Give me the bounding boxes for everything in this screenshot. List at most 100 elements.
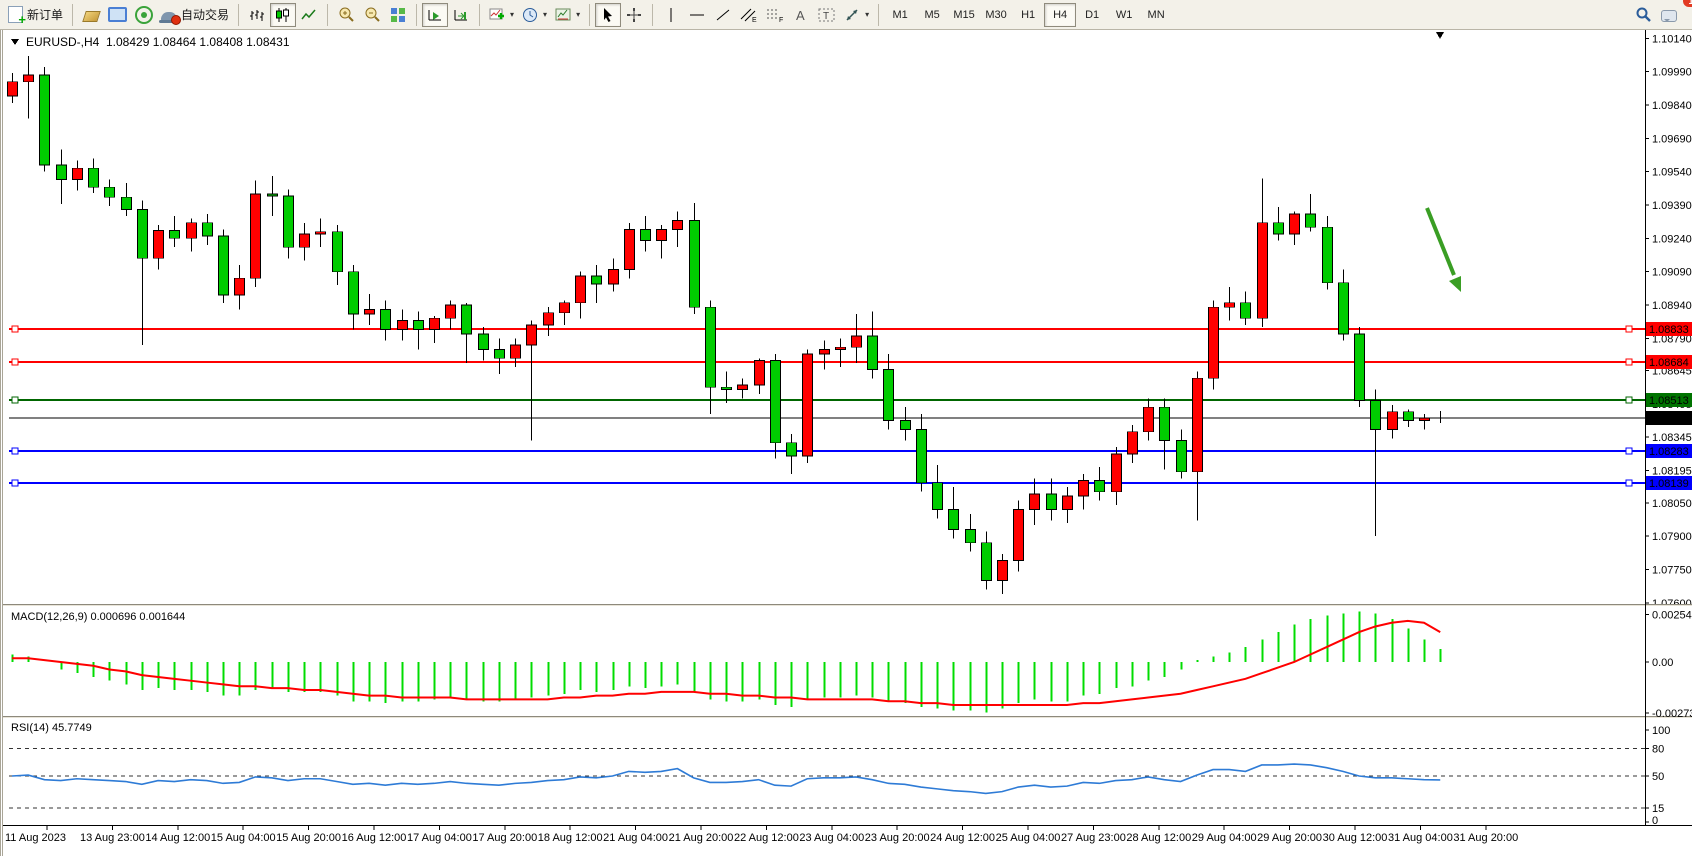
candle-body bbox=[186, 222, 197, 239]
x-axis-label: 21 Aug 04:00 bbox=[603, 832, 668, 844]
indicators-button[interactable]: ▾ bbox=[485, 3, 518, 27]
eraser-tool-button[interactable] bbox=[78, 3, 104, 27]
macd-signal-line bbox=[12, 619, 1441, 706]
timeframe-m15[interactable]: M15 bbox=[953, 8, 975, 21]
candle-body bbox=[1078, 480, 1089, 497]
x-axis-label: 11 Aug 2023 bbox=[5, 832, 66, 844]
vertical-line-tool-button[interactable] bbox=[658, 3, 684, 27]
level-line-handle bbox=[1625, 358, 1633, 366]
crosshair-tool-button[interactable] bbox=[621, 3, 647, 27]
zoom-in-button[interactable] bbox=[333, 3, 359, 27]
candle-body bbox=[819, 349, 830, 355]
level-line-handle bbox=[11, 358, 19, 366]
search-button[interactable] bbox=[1630, 3, 1656, 27]
market-watch-button[interactable] bbox=[104, 3, 131, 27]
price-label-box bbox=[1646, 321, 1692, 336]
notifications-button[interactable]: 1 bbox=[1656, 0, 1692, 27]
candlestick-mode-button[interactable] bbox=[270, 2, 297, 27]
x-axis-label: 28 Aug 12:00 bbox=[1126, 832, 1191, 844]
candle-body bbox=[1127, 431, 1138, 455]
candle-body bbox=[169, 230, 180, 239]
templates-button[interactable]: ▾ bbox=[551, 3, 584, 27]
candle-body bbox=[315, 231, 326, 235]
candle-body bbox=[640, 229, 651, 241]
symbol-dropdown-icon[interactable] bbox=[11, 39, 19, 45]
candle-body bbox=[1111, 453, 1122, 493]
candle-body bbox=[104, 186, 115, 198]
tile-windows-icon bbox=[391, 7, 406, 22]
y-axis-label: 1.09240 bbox=[1652, 233, 1692, 245]
candle-body bbox=[981, 542, 992, 581]
toolbar-separator bbox=[878, 3, 880, 26]
timeframe-w1[interactable]: W1 bbox=[1115, 8, 1133, 21]
trendline-tool-button[interactable] bbox=[710, 3, 736, 27]
toolbar-separator bbox=[238, 3, 240, 26]
dropdown-arrow-icon: ▾ bbox=[543, 10, 548, 19]
timeframe-mn[interactable]: MN bbox=[1147, 8, 1165, 21]
candle-body bbox=[1159, 406, 1170, 441]
fibonacci-tool-button[interactable]: F bbox=[762, 3, 788, 27]
timeframe-m5[interactable]: M5 bbox=[924, 8, 940, 21]
timeframe-m30[interactable]: M30 bbox=[985, 8, 1007, 21]
broadcast-icon bbox=[135, 5, 154, 24]
candle-body bbox=[786, 442, 797, 457]
candle-body bbox=[1208, 306, 1219, 379]
price-label-box bbox=[1646, 354, 1692, 369]
candle-body bbox=[1029, 493, 1040, 510]
candle-body bbox=[413, 320, 424, 330]
x-axis-label: 15 Aug 20:00 bbox=[276, 832, 341, 844]
periods-button[interactable]: ▾ bbox=[518, 3, 551, 27]
candlestick-icon bbox=[276, 7, 290, 22]
x-axis-label: 31 Aug 04:00 bbox=[1388, 832, 1453, 844]
tile-windows-button[interactable] bbox=[385, 3, 411, 27]
rsi-axis-label: 0 bbox=[1652, 815, 1658, 827]
horizontal-line-tool-button[interactable] bbox=[684, 3, 710, 27]
chart-shift-button[interactable] bbox=[448, 3, 474, 27]
rsi-axis-label: 50 bbox=[1652, 771, 1664, 783]
signal-button[interactable] bbox=[131, 3, 157, 27]
dropdown-arrow-icon: ▾ bbox=[865, 10, 870, 19]
candle-body bbox=[1062, 495, 1073, 510]
toolbar-separator bbox=[652, 3, 654, 26]
candle-body bbox=[1143, 406, 1154, 433]
timeframe-m1[interactable]: M1 bbox=[892, 8, 908, 21]
candle-body bbox=[88, 167, 99, 188]
candle-body bbox=[153, 230, 164, 259]
level-line-handle bbox=[11, 447, 19, 455]
text-label-tool-button[interactable]: T bbox=[814, 3, 840, 27]
x-axis-label: 21 Aug 20:00 bbox=[669, 832, 734, 844]
cursor-tool-button[interactable] bbox=[595, 2, 622, 27]
timeframe-h4[interactable]: H4 bbox=[1044, 2, 1077, 27]
candle-body bbox=[656, 229, 667, 241]
x-axis-label: 17 Aug 04:00 bbox=[407, 832, 472, 844]
y-axis-label: 1.09090 bbox=[1652, 267, 1692, 279]
candle-body bbox=[608, 269, 619, 285]
x-axis-label: 23 Aug 04:00 bbox=[799, 832, 864, 844]
y-axis-label: 1.08345 bbox=[1652, 432, 1692, 444]
autotrading-button[interactable]: 自动交易 bbox=[157, 3, 233, 27]
bar-chart-mode-button[interactable] bbox=[244, 3, 270, 27]
x-axis-label: 27 Aug 23:00 bbox=[1061, 832, 1126, 844]
auto-scroll-button[interactable] bbox=[422, 2, 449, 27]
candle-body bbox=[267, 193, 278, 197]
channel-tool-button[interactable]: E bbox=[736, 3, 762, 27]
timeframe-h1[interactable]: H1 bbox=[1021, 8, 1036, 21]
arrows-tool-button[interactable]: ▾ bbox=[840, 3, 873, 27]
x-axis-label: 18 Aug 12:00 bbox=[538, 832, 603, 844]
chart-canvas[interactable]: EURUSD-,H4 1.08429 1.08464 1.08408 1.084… bbox=[3, 30, 1692, 856]
new-order-button[interactable]: 新订单 bbox=[4, 3, 67, 27]
new-order-label: 新订单 bbox=[27, 8, 64, 22]
chart-shift-icon bbox=[454, 9, 468, 20]
candle-body bbox=[1192, 377, 1203, 473]
x-axis-label: 14 Aug 12:00 bbox=[145, 832, 210, 844]
text-tool-button[interactable]: A bbox=[788, 3, 814, 27]
auto-scroll-icon bbox=[428, 9, 442, 20]
toolbar: 新订单 自动交易 bbox=[0, 0, 1692, 30]
line-chart-mode-button[interactable] bbox=[296, 3, 322, 27]
candle-body bbox=[461, 304, 472, 335]
candle-body bbox=[299, 233, 310, 248]
zoom-out-button[interactable] bbox=[359, 3, 385, 27]
candle-body bbox=[835, 346, 846, 350]
timeframe-d1[interactable]: D1 bbox=[1085, 8, 1100, 21]
price-label-text: 1.08431 bbox=[1649, 413, 1689, 425]
